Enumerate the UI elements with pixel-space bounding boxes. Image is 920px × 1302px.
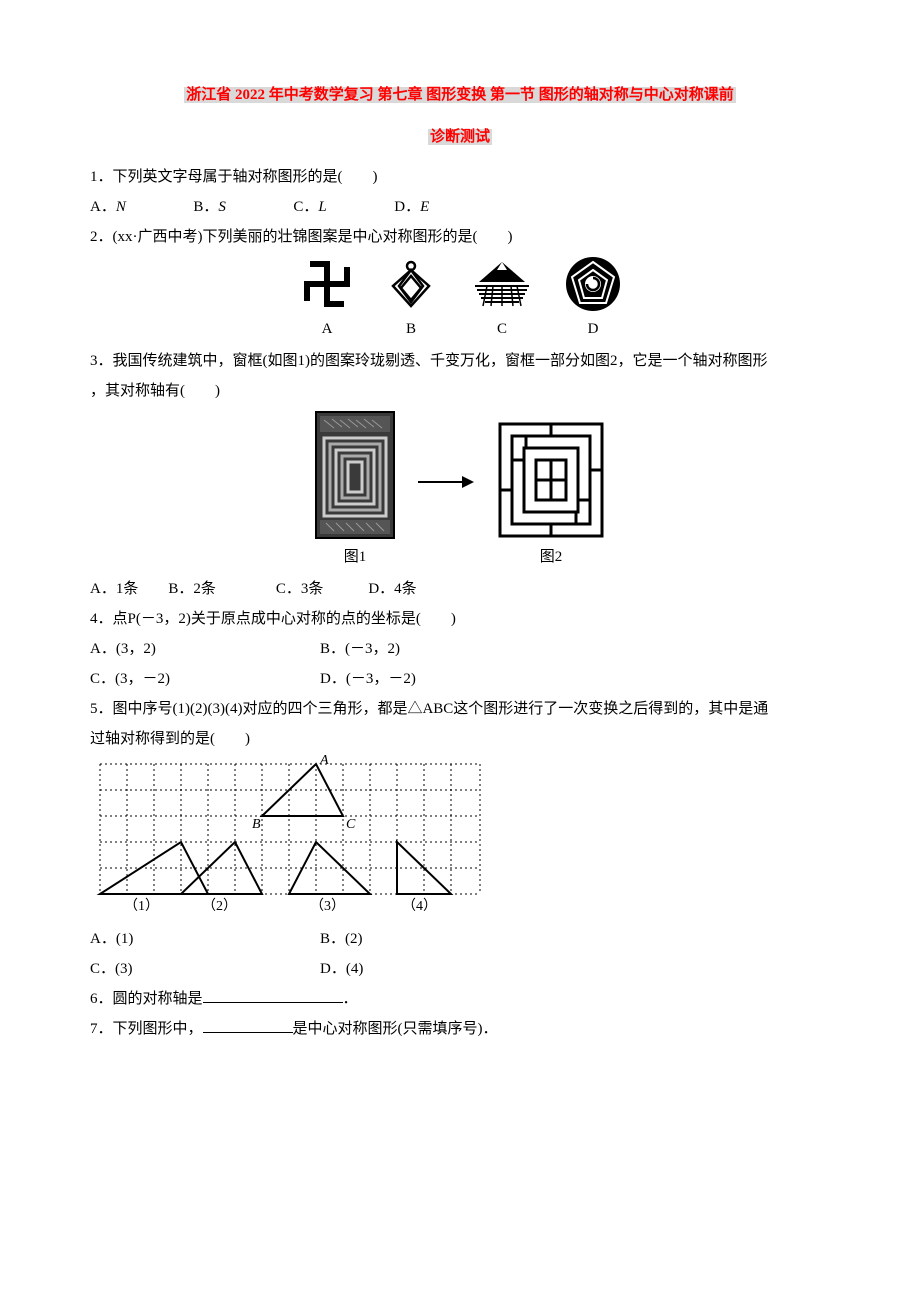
q2-fig-a-icon: [299, 256, 355, 312]
q7-blank[interactable]: [203, 1017, 293, 1033]
q3-fig2-label: 图2: [496, 542, 606, 572]
q2-fig-c-icon: [467, 256, 537, 312]
page-title-line1: 浙江省 2022 年中考数学复习 第七章 图形变换 第一节 图形的轴对称与中心对…: [184, 87, 736, 103]
q5-opt-a: A．(1): [90, 924, 320, 954]
opt-d-label: D．: [394, 199, 420, 215]
q3-fig1-label: 图1: [314, 542, 396, 572]
opt-a-value: N: [116, 199, 126, 215]
q3-stem-2: ，其对称轴有( ): [90, 376, 830, 406]
q5-label-a: A: [319, 754, 329, 768]
q4-stem: 4．点P(－3，2)关于原点成中心对称的点的坐标是( ): [90, 604, 830, 634]
q6-blank[interactable]: [203, 987, 343, 1003]
q3-options: A．1条 B．2条 C．3条 D．4条: [90, 574, 830, 604]
q5-stem-2: 过轴对称得到的是( ): [90, 724, 830, 754]
q2-fig-d-icon: [565, 256, 621, 312]
q5-opt-b: B．(2): [320, 924, 363, 954]
q5-grid-icon: A B C （1） （2） （3） （4）: [90, 754, 490, 924]
q1-options: A．N B．S C．L D．E: [90, 192, 830, 222]
q3-fig1-icon: [314, 410, 396, 540]
q3-figures: 图1: [90, 410, 830, 572]
opt-b-value: S: [218, 199, 226, 215]
q5-stem-1: 5．图中序号(1)(2)(3)(4)对应的四个三角形，都是△ABC这个图形进行了…: [90, 694, 830, 724]
q4-opt-c: C．(3，－2): [90, 664, 320, 694]
page-title-line2: 诊断测试: [428, 129, 492, 145]
opt-b-label: B．: [193, 199, 218, 215]
q6-pre: 6．圆的对称轴是: [90, 991, 203, 1007]
q3-fig2-icon: [496, 420, 606, 540]
q4-opt-b: B．(－3，2): [320, 634, 400, 664]
arrow-icon: [416, 472, 476, 492]
q2-fig-b-icon: [383, 256, 439, 312]
q3-stem-1: 3．我国传统建筑中，窗框(如图1)的图案玲珑剔透、千变万化，窗框一部分如图2，它…: [90, 346, 830, 376]
q5-opt-c: C．(3): [90, 954, 320, 984]
q7-line: 7．下列图形中， 是中心对称图形(只需填序号)．: [90, 1014, 830, 1044]
q5-group-4: （4）: [402, 898, 437, 914]
q5-group-2: （2）: [202, 898, 237, 914]
opt-c-label: C．: [293, 199, 318, 215]
q5-group-1: （1）: [124, 898, 159, 914]
q5-group-3: （3）: [310, 898, 345, 914]
q2-label-a: A: [299, 314, 355, 344]
q2-label-c: C: [467, 314, 537, 344]
q5-label-b: B: [252, 817, 261, 832]
q7-post: 是中心对称图形(只需填序号)．: [293, 1021, 498, 1037]
opt-c-value: L: [318, 199, 326, 215]
q2-figures: A B: [90, 256, 830, 344]
q4-opt-d: D．(－3，－2): [320, 664, 416, 694]
q7-pre: 7．下列图形中，: [90, 1021, 203, 1037]
q1-stem: 1．下列英文字母属于轴对称图形的是( ): [90, 162, 830, 192]
q2-stem: 2．(xx·广西中考)下列美丽的壮锦图案是中心对称图形的是( ): [90, 222, 830, 252]
q4-opt-a: A．(3，2): [90, 634, 320, 664]
q6-line: 6．圆的对称轴是 ．: [90, 984, 830, 1014]
q2-label-d: D: [565, 314, 621, 344]
q5-label-c: C: [346, 817, 356, 832]
q5-opt-d: D．(4): [320, 954, 363, 984]
q2-label-b: B: [383, 314, 439, 344]
opt-d-value: E: [420, 199, 429, 215]
opt-a-label: A．: [90, 199, 116, 215]
q6-post: ．: [343, 991, 358, 1007]
